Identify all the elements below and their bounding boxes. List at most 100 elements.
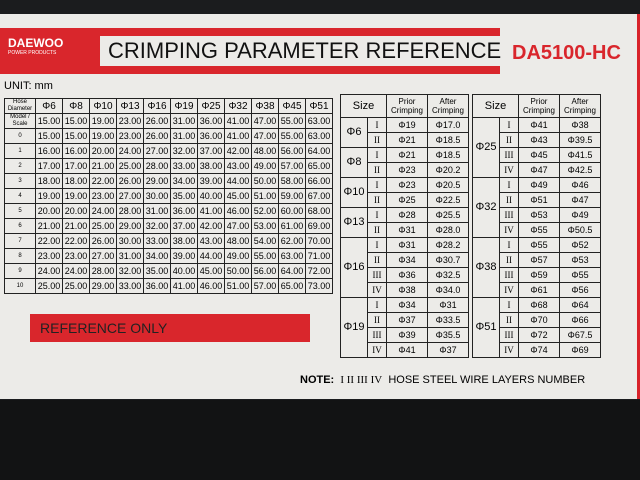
crimp-scale-table: Hose Diameter Φ6 Φ8 Φ10 Φ13 Φ16 Φ19 Φ25 Φ32 Φ38 Φ4… — [4, 98, 333, 294]
value-cell: 45.00 — [197, 263, 225, 279]
column-header: Φ38 — [251, 98, 279, 114]
layer-cell: IV — [367, 282, 387, 298]
value-cell: 32.00 — [116, 263, 144, 279]
value-cell: 28.00 — [116, 203, 144, 219]
layer-cell: II — [367, 132, 387, 148]
header-row: Size Prior Crimping After Crimping — [340, 94, 469, 118]
value-cell: 36.00 — [197, 113, 225, 129]
table-row: IV Φ41 Φ37 — [341, 342, 469, 358]
table-row: II Φ21 Φ18.5 — [341, 132, 469, 148]
scale-cell: 1 — [4, 143, 36, 159]
scale-cell: 3 — [4, 173, 36, 189]
after-cell: Φ46 — [559, 177, 601, 193]
layer-cell: II — [367, 192, 387, 208]
prior-header: Prior Crimping — [518, 94, 560, 118]
after-cell: Φ53 — [559, 252, 601, 268]
after-cell: Φ64 — [559, 297, 601, 313]
table-row: Model / Scale 15.00 15.00 19.00 23.00 26.00 31… — [4, 113, 333, 129]
value-cell: 65.00 — [305, 158, 333, 174]
value-cell: 15.00 — [35, 113, 63, 129]
value-cell: 23.00 — [116, 113, 144, 129]
table-row: Φ38 I Φ55 Φ52 — [472, 237, 601, 298]
table-row: Φ6 I Φ19 Φ17.0 — [340, 117, 469, 148]
value-cell: 40.00 — [197, 188, 225, 204]
table-row: Φ16 I Φ31 Φ28.2 — [340, 237, 469, 298]
after-header: After Crimping — [427, 94, 469, 118]
brand-logo: DAEWOO POWER PRODUCTS — [8, 36, 64, 56]
value-cell: 36.00 — [197, 128, 225, 144]
size-cell: Φ51 — [472, 297, 500, 358]
after-cell: Φ41.5 — [559, 147, 601, 163]
layer-cell: I — [367, 207, 387, 223]
value-cell: 73.00 — [305, 278, 333, 294]
table-row: Φ8 I Φ21 Φ18.5 — [340, 147, 469, 178]
scale-cell: 7 — [4, 233, 36, 249]
after-cell: Φ55 — [559, 267, 601, 283]
layer-cell: I — [367, 117, 387, 133]
value-cell: 48.00 — [251, 143, 279, 159]
value-cell: 33.00 — [143, 233, 171, 249]
value-cell: 28.00 — [89, 263, 117, 279]
value-cell: 42.00 — [224, 143, 252, 159]
value-cell: 56.00 — [251, 263, 279, 279]
value-cell: 47.00 — [251, 113, 279, 129]
layer-cell: II — [367, 162, 387, 178]
prior-cell: Φ45 — [518, 147, 560, 163]
table-row: 6 21.00 21.00 25.00 29.00 32.00 37.00 42.00 47.0… — [4, 218, 333, 234]
prior-cell: Φ47 — [518, 162, 560, 178]
table-row: Φ13 I Φ28 Φ25.5 — [340, 207, 469, 238]
table-row: II Φ43 Φ39.5 — [473, 132, 601, 148]
value-cell: 24.00 — [62, 263, 90, 279]
layer-cell: III — [367, 267, 387, 283]
value-cell: 71.00 — [305, 248, 333, 264]
value-cell: 41.00 — [197, 203, 225, 219]
value-cell: 39.00 — [170, 248, 198, 264]
scale-cell: 6 — [4, 218, 36, 234]
value-cell: 46.00 — [197, 278, 225, 294]
value-cell: 15.00 — [62, 113, 90, 129]
value-cell: 30.00 — [143, 188, 171, 204]
layer-cell: I — [499, 237, 519, 253]
value-cell: 34.00 — [143, 248, 171, 264]
value-cell: 68.00 — [305, 203, 333, 219]
size-cell: Φ16 — [340, 237, 368, 298]
column-header: Φ25 — [197, 98, 225, 114]
layer-cell: II — [367, 222, 387, 238]
table-row: Φ25 I Φ41 Φ38 — [472, 117, 601, 178]
value-cell: 16.00 — [35, 143, 63, 159]
value-cell: 23.00 — [89, 188, 117, 204]
machine-background — [0, 400, 640, 480]
unit-text: UNIT: mm — [4, 80, 53, 92]
value-cell: 36.00 — [170, 203, 198, 219]
layer-cell: II — [367, 312, 387, 328]
value-cell: 64.00 — [305, 143, 333, 159]
size-header: Size — [340, 94, 387, 118]
value-cell: 21.00 — [62, 218, 90, 234]
after-cell: Φ37 — [427, 342, 469, 358]
prior-cell: Φ59 — [518, 267, 560, 283]
prior-cell: Φ19 — [386, 117, 428, 133]
value-cell: 41.00 — [224, 128, 252, 144]
after-cell: Φ52 — [559, 237, 601, 253]
prior-cell: Φ34 — [386, 297, 428, 313]
value-cell: 31.00 — [170, 113, 198, 129]
layer-cell: II — [499, 312, 519, 328]
value-cell: 22.00 — [35, 233, 63, 249]
value-cell: 49.00 — [251, 158, 279, 174]
size-cell: Φ38 — [472, 237, 500, 298]
prior-cell: Φ41 — [518, 117, 560, 133]
layer-cell: II — [367, 252, 387, 268]
prior-cell: Φ74 — [518, 342, 560, 358]
prior-cell: Φ72 — [518, 327, 560, 343]
layer-cell: I — [499, 117, 519, 133]
value-cell: 72.00 — [305, 263, 333, 279]
value-cell: 63.00 — [278, 248, 306, 264]
layer-cell: III — [499, 327, 519, 343]
prior-cell: Φ23 — [386, 162, 428, 178]
value-cell: 67.00 — [305, 188, 333, 204]
after-cell: Φ49 — [559, 207, 601, 223]
table-row: IV Φ38 Φ34.0 — [341, 282, 469, 298]
note: NOTE: I II III IV HOSE STEEL WIRE LAYERS… — [300, 374, 586, 386]
value-cell: 19.00 — [89, 113, 117, 129]
scale-cell: 0 — [4, 128, 36, 144]
